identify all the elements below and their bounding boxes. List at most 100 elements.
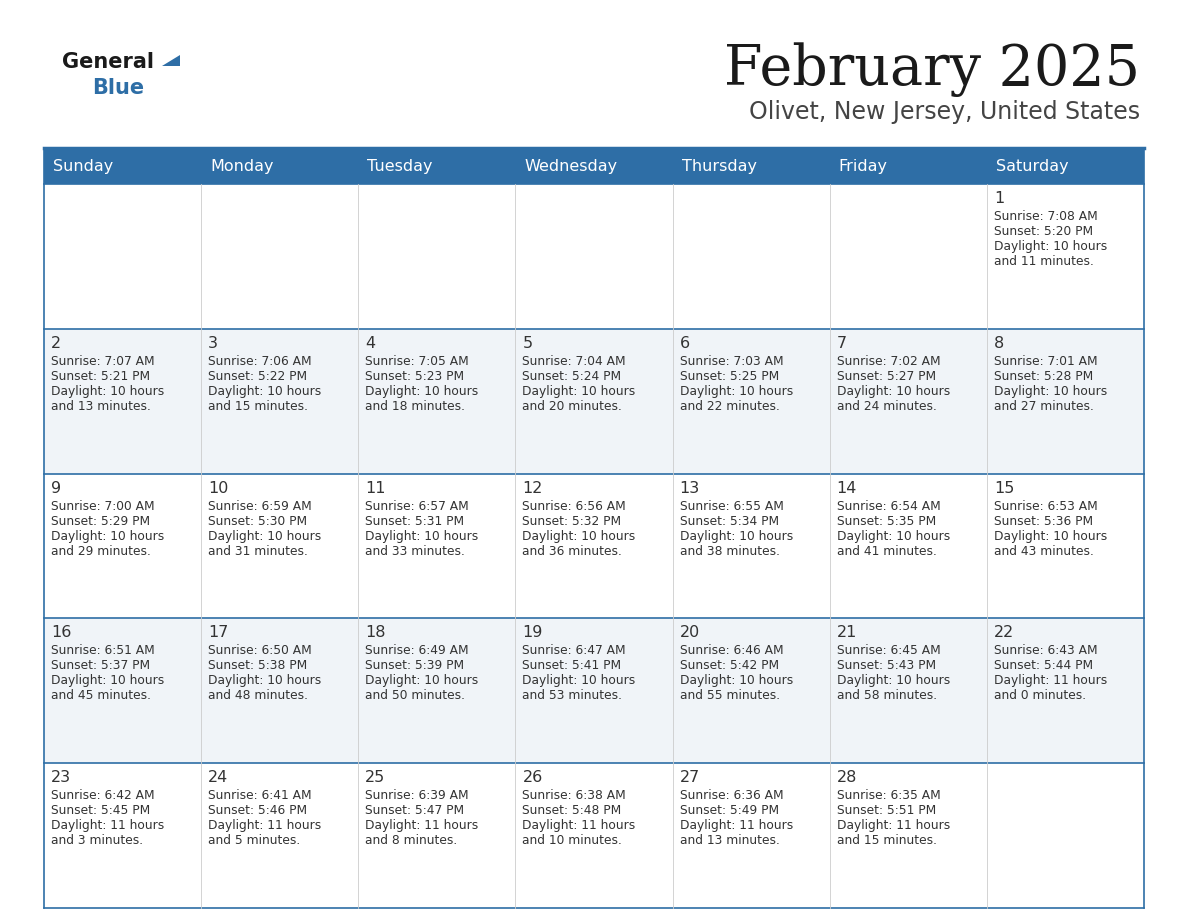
Text: Sunset: 5:24 PM: Sunset: 5:24 PM — [523, 370, 621, 383]
Text: and 27 minutes.: and 27 minutes. — [994, 400, 1094, 413]
Text: and 0 minutes.: and 0 minutes. — [994, 689, 1086, 702]
Text: and 18 minutes.: and 18 minutes. — [365, 400, 466, 413]
Text: Sunset: 5:23 PM: Sunset: 5:23 PM — [365, 370, 465, 383]
Text: Daylight: 10 hours: Daylight: 10 hours — [51, 385, 164, 397]
Text: and 45 minutes.: and 45 minutes. — [51, 689, 151, 702]
Text: February 2025: February 2025 — [723, 42, 1140, 96]
Text: Sunset: 5:38 PM: Sunset: 5:38 PM — [208, 659, 308, 672]
Text: and 24 minutes.: and 24 minutes. — [836, 400, 936, 413]
Text: and 53 minutes.: and 53 minutes. — [523, 689, 623, 702]
Text: Sunrise: 6:59 AM: Sunrise: 6:59 AM — [208, 499, 312, 512]
Text: Sunrise: 7:04 AM: Sunrise: 7:04 AM — [523, 354, 626, 368]
Text: and 43 minutes.: and 43 minutes. — [994, 544, 1094, 557]
Text: Sunset: 5:21 PM: Sunset: 5:21 PM — [51, 370, 150, 383]
Text: Blue: Blue — [91, 78, 144, 98]
Text: and 38 minutes.: and 38 minutes. — [680, 544, 779, 557]
Text: Daylight: 10 hours: Daylight: 10 hours — [994, 240, 1107, 253]
Text: 14: 14 — [836, 481, 857, 496]
Text: Daylight: 10 hours: Daylight: 10 hours — [523, 675, 636, 688]
Text: Daylight: 11 hours: Daylight: 11 hours — [51, 819, 164, 833]
Text: Sunset: 5:22 PM: Sunset: 5:22 PM — [208, 370, 308, 383]
Text: and 8 minutes.: and 8 minutes. — [365, 834, 457, 847]
Bar — [44, 619, 1144, 763]
Text: Sunrise: 6:56 AM: Sunrise: 6:56 AM — [523, 499, 626, 512]
Text: 18: 18 — [365, 625, 386, 641]
Text: Sunset: 5:28 PM: Sunset: 5:28 PM — [994, 370, 1093, 383]
Text: Daylight: 10 hours: Daylight: 10 hours — [523, 530, 636, 543]
Text: Daylight: 10 hours: Daylight: 10 hours — [523, 385, 636, 397]
Text: Sunset: 5:29 PM: Sunset: 5:29 PM — [51, 515, 150, 528]
Text: 10: 10 — [208, 481, 228, 496]
Text: Sunset: 5:35 PM: Sunset: 5:35 PM — [836, 515, 936, 528]
Text: and 48 minutes.: and 48 minutes. — [208, 689, 308, 702]
Text: Sunrise: 6:43 AM: Sunrise: 6:43 AM — [994, 644, 1098, 657]
Text: Sunrise: 6:51 AM: Sunrise: 6:51 AM — [51, 644, 154, 657]
Text: Sunrise: 6:39 AM: Sunrise: 6:39 AM — [365, 789, 469, 802]
Text: Thursday: Thursday — [682, 160, 757, 174]
Text: 8: 8 — [994, 336, 1004, 351]
Text: Daylight: 11 hours: Daylight: 11 hours — [208, 819, 322, 833]
Text: and 29 minutes.: and 29 minutes. — [51, 544, 151, 557]
Text: Sunrise: 7:00 AM: Sunrise: 7:00 AM — [51, 499, 154, 512]
Text: Sunset: 5:48 PM: Sunset: 5:48 PM — [523, 804, 621, 817]
Text: Sunrise: 6:42 AM: Sunrise: 6:42 AM — [51, 789, 154, 802]
Text: and 55 minutes.: and 55 minutes. — [680, 689, 779, 702]
Text: 16: 16 — [51, 625, 71, 641]
Text: Daylight: 10 hours: Daylight: 10 hours — [680, 530, 792, 543]
Text: Daylight: 11 hours: Daylight: 11 hours — [523, 819, 636, 833]
Text: Sunrise: 6:57 AM: Sunrise: 6:57 AM — [365, 499, 469, 512]
Text: Sunrise: 7:03 AM: Sunrise: 7:03 AM — [680, 354, 783, 368]
Bar — [44, 184, 1144, 329]
Bar — [44, 150, 201, 184]
Text: Daylight: 10 hours: Daylight: 10 hours — [208, 385, 322, 397]
Text: Sunset: 5:41 PM: Sunset: 5:41 PM — [523, 659, 621, 672]
Text: Tuesday: Tuesday — [367, 160, 432, 174]
Text: Daylight: 11 hours: Daylight: 11 hours — [680, 819, 792, 833]
Text: 15: 15 — [994, 481, 1015, 496]
Bar — [44, 474, 1144, 619]
Text: and 31 minutes.: and 31 minutes. — [208, 544, 308, 557]
Text: Daylight: 10 hours: Daylight: 10 hours — [365, 530, 479, 543]
Text: and 22 minutes.: and 22 minutes. — [680, 400, 779, 413]
Text: Sunset: 5:46 PM: Sunset: 5:46 PM — [208, 804, 308, 817]
Text: 28: 28 — [836, 770, 857, 785]
Text: Sunset: 5:20 PM: Sunset: 5:20 PM — [994, 225, 1093, 238]
Text: Sunrise: 6:47 AM: Sunrise: 6:47 AM — [523, 644, 626, 657]
Text: 21: 21 — [836, 625, 857, 641]
Text: Sunrise: 6:53 AM: Sunrise: 6:53 AM — [994, 499, 1098, 512]
Text: 13: 13 — [680, 481, 700, 496]
Text: Sunset: 5:47 PM: Sunset: 5:47 PM — [365, 804, 465, 817]
Text: 3: 3 — [208, 336, 219, 351]
Text: Sunset: 5:42 PM: Sunset: 5:42 PM — [680, 659, 778, 672]
Text: Sunrise: 6:55 AM: Sunrise: 6:55 AM — [680, 499, 783, 512]
Text: General: General — [62, 52, 154, 72]
Text: Daylight: 10 hours: Daylight: 10 hours — [208, 675, 322, 688]
Text: Daylight: 10 hours: Daylight: 10 hours — [994, 385, 1107, 397]
Text: 19: 19 — [523, 625, 543, 641]
Text: 26: 26 — [523, 770, 543, 785]
Text: Sunrise: 6:41 AM: Sunrise: 6:41 AM — [208, 789, 311, 802]
Text: and 11 minutes.: and 11 minutes. — [994, 255, 1094, 268]
Text: and 15 minutes.: and 15 minutes. — [836, 834, 936, 847]
Text: Daylight: 11 hours: Daylight: 11 hours — [365, 819, 479, 833]
Text: Daylight: 10 hours: Daylight: 10 hours — [365, 385, 479, 397]
Text: Monday: Monday — [210, 160, 273, 174]
Text: Sunrise: 6:45 AM: Sunrise: 6:45 AM — [836, 644, 941, 657]
Text: 1: 1 — [994, 191, 1004, 206]
Bar — [201, 150, 359, 184]
Text: Sunrise: 6:49 AM: Sunrise: 6:49 AM — [365, 644, 469, 657]
Text: 12: 12 — [523, 481, 543, 496]
Text: Sunrise: 7:06 AM: Sunrise: 7:06 AM — [208, 354, 311, 368]
Text: Daylight: 10 hours: Daylight: 10 hours — [365, 675, 479, 688]
Text: 27: 27 — [680, 770, 700, 785]
Text: Sunset: 5:34 PM: Sunset: 5:34 PM — [680, 515, 778, 528]
Text: Olivet, New Jersey, United States: Olivet, New Jersey, United States — [748, 100, 1140, 124]
Text: 11: 11 — [365, 481, 386, 496]
Text: Daylight: 10 hours: Daylight: 10 hours — [994, 530, 1107, 543]
Text: Sunset: 5:49 PM: Sunset: 5:49 PM — [680, 804, 778, 817]
Text: 5: 5 — [523, 336, 532, 351]
Text: 9: 9 — [51, 481, 61, 496]
Text: Sunrise: 6:36 AM: Sunrise: 6:36 AM — [680, 789, 783, 802]
Text: 7: 7 — [836, 336, 847, 351]
Text: Sunset: 5:25 PM: Sunset: 5:25 PM — [680, 370, 779, 383]
